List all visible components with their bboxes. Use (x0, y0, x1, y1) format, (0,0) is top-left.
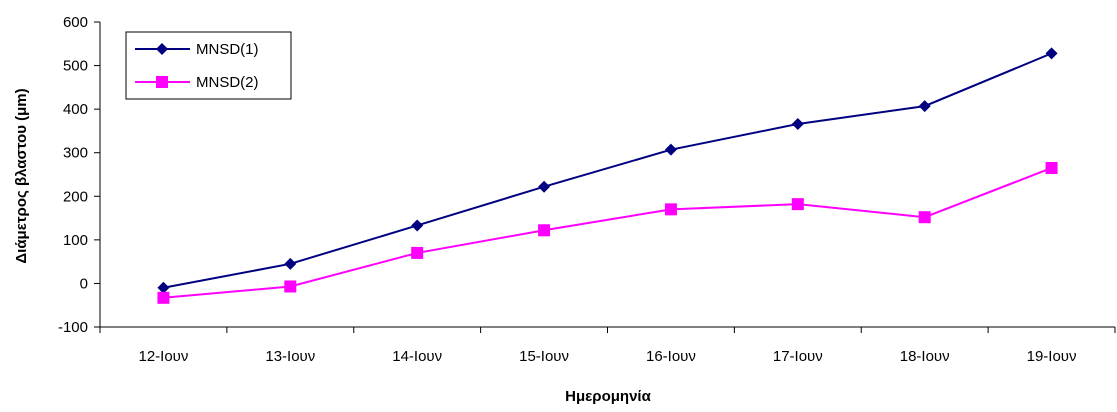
data-point (791, 117, 804, 130)
series-1 (157, 47, 1058, 294)
y-tick-label: 400 (63, 101, 88, 118)
legend-item: MNSD(2) (135, 74, 259, 91)
data-point (284, 280, 297, 293)
legend-swatch-marker (156, 43, 168, 55)
data-point (411, 219, 424, 232)
x-tick-label: 12-Ιουν (138, 348, 188, 365)
chart-axes (94, 21, 1116, 333)
legend-item: MNSD(1) (135, 41, 259, 58)
y-tick-label: 200 (63, 188, 88, 205)
data-point (664, 143, 677, 156)
y-tick-label: 0 (80, 275, 88, 292)
data-point (538, 180, 551, 193)
tick-labels: -100 0 100 200 300 400 500 600 12-Ιουν 13-Ιουν 14-… (58, 14, 1077, 365)
data-point (791, 198, 804, 211)
data-point (664, 203, 677, 216)
series-group (157, 47, 1058, 304)
legend-label: MNSD(1) (196, 41, 259, 58)
y-tick-label: -100 (58, 319, 88, 336)
data-point (157, 291, 170, 304)
x-axis-title: Ημερομηνία (565, 388, 651, 405)
x-tick-label: 16-Ιουν (646, 348, 696, 365)
y-tick-label: 500 (63, 58, 88, 75)
series-2 (157, 161, 1058, 304)
data-point (1045, 47, 1058, 60)
x-tick-label: 13-Ιουν (265, 348, 315, 365)
y-tick-label: 300 (63, 145, 88, 162)
legend-label: MNSD(2) (196, 74, 259, 91)
x-tick-label: 17-Ιουν (773, 348, 823, 365)
data-point (411, 246, 424, 259)
data-point (284, 257, 297, 270)
data-point (538, 224, 551, 237)
series-line (163, 52, 1052, 289)
series-line (163, 167, 1052, 299)
y-tick-label: 600 (63, 14, 88, 31)
x-tick-label: 18-Ιουν (900, 348, 950, 365)
data-point (918, 100, 931, 113)
y-tick-label: 100 (63, 232, 88, 249)
x-tick-label: 14-Ιουν (392, 348, 442, 365)
legend-swatch-marker (156, 76, 168, 88)
x-tick-label: 19-Ιουν (1027, 348, 1077, 365)
y-axis-title: Διάμετρος βλαστου (μm) (13, 88, 30, 263)
data-point (157, 281, 170, 294)
data-point (918, 211, 931, 224)
legend: MNSD(1) MNSD(2) (125, 31, 292, 100)
legend-box (125, 31, 292, 100)
x-tick-label: 15-Ιουν (519, 348, 569, 365)
data-point (1045, 161, 1058, 174)
